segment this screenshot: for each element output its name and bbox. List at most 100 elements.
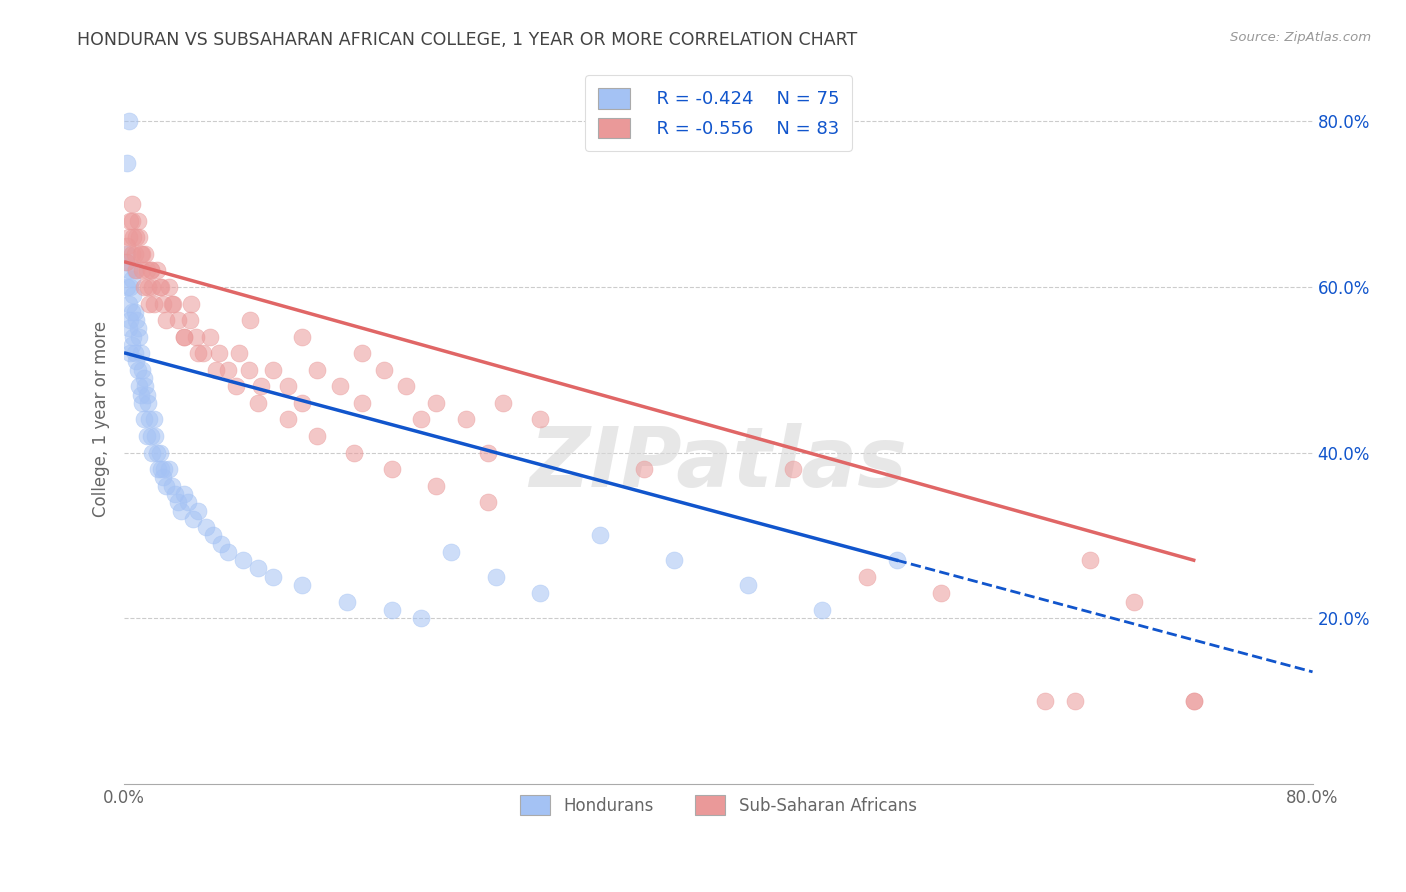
Point [122, 288, 145, 302]
Point [121, 213, 143, 227]
Point [381, 462, 404, 476]
Point [121, 247, 143, 261]
Point [132, 280, 155, 294]
Point [150, 280, 173, 294]
Point [120, 280, 142, 294]
Point [1063, 694, 1085, 708]
Text: Source: ZipAtlas.com: Source: ZipAtlas.com [1230, 31, 1371, 45]
Point [134, 247, 156, 261]
Point [118, 263, 141, 277]
Point [173, 329, 195, 343]
Point [343, 445, 366, 459]
Point [134, 379, 156, 393]
Point [856, 570, 879, 584]
Point [135, 429, 157, 443]
Point [125, 313, 148, 327]
Point [208, 346, 231, 360]
Point [291, 396, 314, 410]
Point [250, 379, 273, 393]
Point [173, 487, 195, 501]
Point [307, 363, 329, 377]
Point [425, 478, 447, 492]
Legend: Hondurans, Sub-Saharan Africans: Hondurans, Sub-Saharan Africans [509, 784, 928, 826]
Point [350, 396, 373, 410]
Point [121, 197, 143, 211]
Point [166, 313, 188, 327]
Point [131, 263, 153, 277]
Point [142, 296, 165, 310]
Point [152, 296, 174, 310]
Point [177, 495, 200, 509]
Point [120, 213, 142, 227]
Point [217, 363, 239, 377]
Point [115, 238, 138, 252]
Point [124, 247, 146, 261]
Point [160, 478, 183, 492]
Point [381, 603, 404, 617]
Point [262, 570, 284, 584]
Point [180, 296, 202, 310]
Point [194, 520, 217, 534]
Point [132, 371, 155, 385]
Point [929, 586, 952, 600]
Point [122, 230, 145, 244]
Point [1123, 594, 1146, 608]
Point [131, 247, 153, 261]
Point [115, 280, 138, 294]
Point [146, 263, 169, 277]
Point [163, 487, 186, 501]
Point [350, 346, 373, 360]
Point [136, 280, 159, 294]
Point [118, 296, 141, 310]
Point [131, 363, 153, 377]
Point [395, 379, 418, 393]
Point [135, 387, 157, 401]
Point [373, 363, 395, 377]
Point [239, 313, 262, 327]
Point [238, 363, 260, 377]
Point [128, 329, 150, 343]
Point [166, 495, 188, 509]
Point [148, 462, 170, 476]
Point [529, 412, 551, 426]
Point [122, 329, 145, 343]
Point [411, 611, 433, 625]
Point [246, 561, 269, 575]
Point [127, 321, 149, 335]
Point [228, 346, 250, 360]
Point [138, 296, 160, 310]
Point [477, 495, 499, 509]
Point [141, 280, 163, 294]
Point [205, 363, 228, 377]
Point [329, 379, 352, 393]
Point [120, 346, 142, 360]
Point [121, 271, 143, 285]
Point [139, 263, 162, 277]
Point [128, 379, 150, 393]
Point [737, 578, 759, 592]
Point [1078, 553, 1101, 567]
Point [157, 280, 180, 294]
Point [277, 412, 299, 426]
Point [225, 379, 247, 393]
Point [115, 247, 138, 261]
Text: ZIPatlas: ZIPatlas [530, 423, 907, 504]
Point [129, 387, 152, 401]
Point [135, 263, 157, 277]
Point [127, 213, 149, 227]
Point [124, 263, 146, 277]
Point [124, 346, 146, 360]
Point [118, 230, 141, 244]
Text: HONDURAN VS SUBSAHARAN AFRICAN COLLEGE, 1 YEAR OR MORE CORRELATION CHART: HONDURAN VS SUBSAHARAN AFRICAN COLLEGE, … [77, 31, 858, 49]
Point [492, 396, 515, 410]
Point [411, 412, 433, 426]
Point [115, 155, 138, 169]
Point [124, 305, 146, 319]
Point [121, 305, 143, 319]
Point [291, 329, 314, 343]
Point [191, 346, 214, 360]
Point [425, 396, 447, 410]
Point [202, 528, 225, 542]
Y-axis label: College, 1 year or more: College, 1 year or more [93, 321, 110, 517]
Point [152, 470, 174, 484]
